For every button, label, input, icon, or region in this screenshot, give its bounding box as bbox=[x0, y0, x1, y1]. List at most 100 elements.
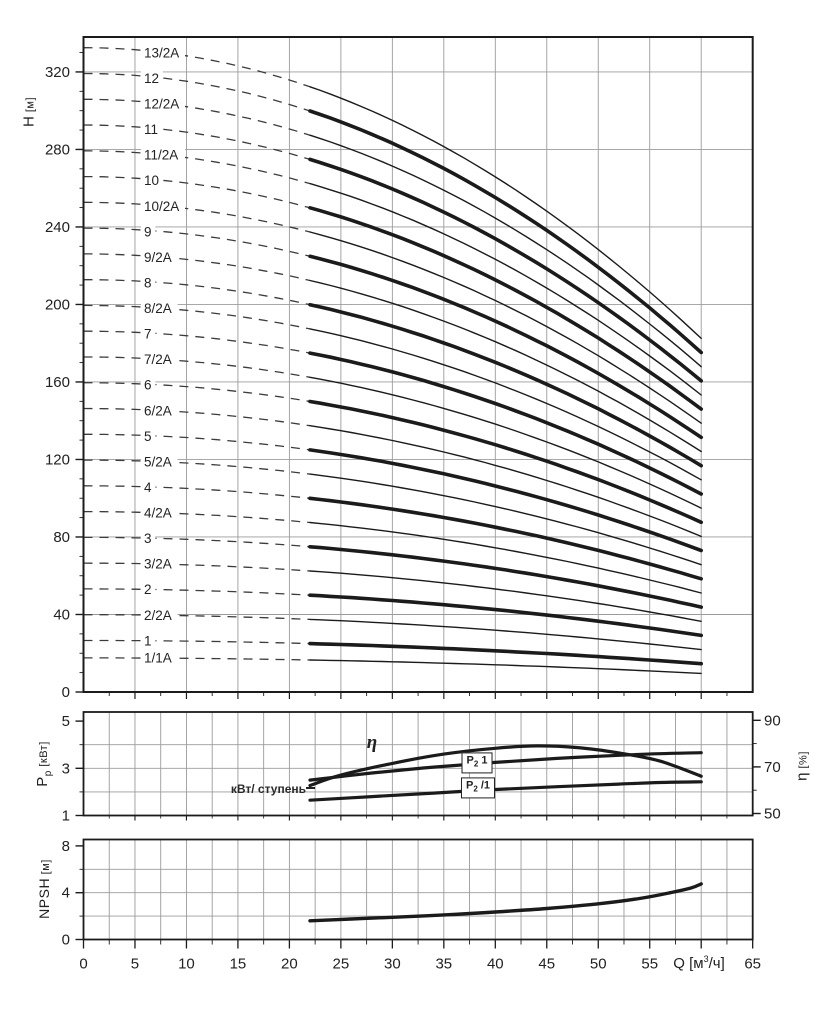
head-curve-label-11: 11 bbox=[144, 122, 158, 137]
kw-per-stage-note: кВт/ ступень bbox=[230, 782, 306, 796]
power-curve-η bbox=[308, 744, 703, 788]
flow-axis-sup: 3 bbox=[703, 954, 709, 964]
head-curve-dashed-10 bbox=[83, 175, 311, 209]
head-curve-label-bg bbox=[141, 44, 185, 61]
p2-stage-base: P bbox=[465, 779, 474, 792]
tick-label: 25 bbox=[333, 956, 350, 973]
tick-label: 50 bbox=[764, 806, 781, 823]
head-curve-dashed-5 bbox=[83, 433, 311, 451]
tick-label: 0 bbox=[62, 684, 70, 701]
kw-per-stage-pointer-dash bbox=[306, 787, 315, 789]
head-curve-2/2A bbox=[309, 618, 702, 651]
tick-label: 280 bbox=[45, 141, 70, 158]
tick-label: 40 bbox=[53, 606, 70, 623]
head-curve-13/2A bbox=[309, 86, 702, 340]
head-curve-label-bg bbox=[141, 505, 178, 522]
head-curve-dashed-6 bbox=[83, 382, 311, 403]
head-curve-dashed-4 bbox=[83, 485, 311, 499]
head-curve-5/2A bbox=[309, 473, 702, 566]
head-curve-10/2A bbox=[309, 231, 702, 424]
x-axis: 0 5 10 15 20 25 30 35 40 45 50 55 65 bbox=[79, 939, 761, 973]
head-curve-label-bg bbox=[141, 172, 163, 189]
flow-axis-base: Q bbox=[673, 955, 685, 972]
head-curve-4/2A bbox=[309, 521, 702, 594]
power-curve-P2-1 bbox=[308, 751, 703, 782]
efficiency-axis-unit: [%] bbox=[797, 751, 810, 773]
head-curve-label-7/2A: 7/2A bbox=[144, 352, 172, 367]
power-axis-sub: p bbox=[43, 770, 54, 777]
head-curve-dashed-4/2A bbox=[83, 510, 311, 524]
head-curve-label-2: 2 bbox=[144, 582, 152, 597]
npsh-axis-base: NPSH bbox=[36, 877, 52, 919]
p2-full-rest: 1 bbox=[478, 754, 488, 767]
head-curve-label-bg bbox=[141, 402, 178, 419]
tick-label: 45 bbox=[538, 956, 555, 973]
head-curve-label-bg bbox=[141, 274, 156, 291]
head-curve-label-10/2A: 10/2A bbox=[144, 199, 179, 214]
head-curve-dashed-12 bbox=[83, 72, 311, 112]
head-curve-label-8: 8 bbox=[144, 275, 152, 290]
head-curve-label-1: 1 bbox=[144, 633, 152, 648]
p2-full-sub: 2 bbox=[473, 759, 479, 769]
head-curve-1 bbox=[308, 641, 703, 666]
head-curve-4 bbox=[308, 496, 703, 581]
head-curve-dashed-1/1A bbox=[83, 657, 311, 661]
tick-label: 20 bbox=[281, 956, 298, 973]
tick-label: 10 bbox=[178, 956, 195, 973]
head-curve-2 bbox=[308, 593, 703, 638]
head-curve-label-bg bbox=[141, 581, 156, 598]
tick-label: 65 bbox=[744, 956, 761, 973]
head-curve-label-12/2A: 12/2A bbox=[144, 97, 179, 112]
head-curve-label-bg bbox=[141, 326, 156, 343]
head-curve-label-bg bbox=[141, 556, 178, 573]
flow-axis-unit-open: [м bbox=[684, 955, 704, 972]
head-curve-label-7: 7 bbox=[144, 327, 152, 342]
head-curve-label-6/2A: 6/2A bbox=[144, 403, 172, 418]
head-curve-1/1A bbox=[309, 659, 702, 675]
npsh-axis-title: NPSH [м] bbox=[36, 859, 52, 919]
tick-label: 55 bbox=[641, 956, 658, 973]
head-curve-dashed-8/2A bbox=[83, 304, 311, 330]
head-curve-label-bg bbox=[141, 249, 178, 266]
head-curve-dashed-2 bbox=[83, 588, 311, 596]
head-curve-label-5: 5 bbox=[144, 429, 152, 444]
head-curve-label-bg bbox=[141, 351, 178, 368]
head-curve-label-3/2A: 3/2A bbox=[144, 557, 172, 572]
head-curve-3/2A bbox=[309, 570, 702, 622]
power-axis-base: P bbox=[34, 776, 51, 787]
npsh-axis-unit: [м] bbox=[40, 859, 52, 878]
tick-label: 80 bbox=[53, 529, 70, 546]
head-curve-dashed-1 bbox=[83, 639, 311, 645]
tick-label: 35 bbox=[435, 956, 452, 973]
head-curve-label-bg bbox=[141, 428, 156, 445]
head-curve-label-4: 4 bbox=[144, 480, 152, 495]
head-curve-label-5/2A: 5/2A bbox=[144, 454, 172, 469]
head-curve-12 bbox=[308, 109, 703, 355]
head-curve-dashed-6/2A bbox=[83, 407, 311, 427]
p2-full-base: P bbox=[466, 754, 474, 767]
tick-label: 30 bbox=[384, 956, 401, 973]
tick-label: 200 bbox=[45, 296, 70, 313]
head-curve-5 bbox=[308, 448, 703, 553]
head-curve-dashed-3/2A bbox=[83, 562, 311, 572]
head-curve-label-bg bbox=[141, 121, 163, 138]
head-curve-dashed-13/2A bbox=[83, 47, 311, 88]
head-curve-7/2A bbox=[309, 376, 702, 509]
p2-stage-sub: 2 bbox=[473, 784, 478, 794]
eta-curve-label: η bbox=[366, 732, 378, 753]
head-curve-label-bg bbox=[141, 70, 163, 87]
head-curve-label-1/1A: 1/1A bbox=[144, 651, 172, 666]
efficiency-axis-base: η bbox=[793, 772, 811, 781]
tick-label: 90 bbox=[764, 712, 781, 729]
tick-label: 120 bbox=[45, 451, 70, 468]
tick-label: 5 bbox=[62, 713, 70, 730]
head-axis-title: H [м] bbox=[21, 97, 38, 127]
head-curve-dashed-9/2A bbox=[83, 253, 311, 282]
head-curve-label-bg bbox=[141, 530, 156, 547]
npsh-curve bbox=[308, 882, 703, 923]
tick-label: 50 bbox=[590, 956, 607, 973]
head-curve-dashed-11/2A bbox=[83, 150, 311, 185]
head-curve-label-4/2A: 4/2A bbox=[144, 506, 172, 521]
power-axis-unit: [кВт] bbox=[38, 741, 50, 771]
